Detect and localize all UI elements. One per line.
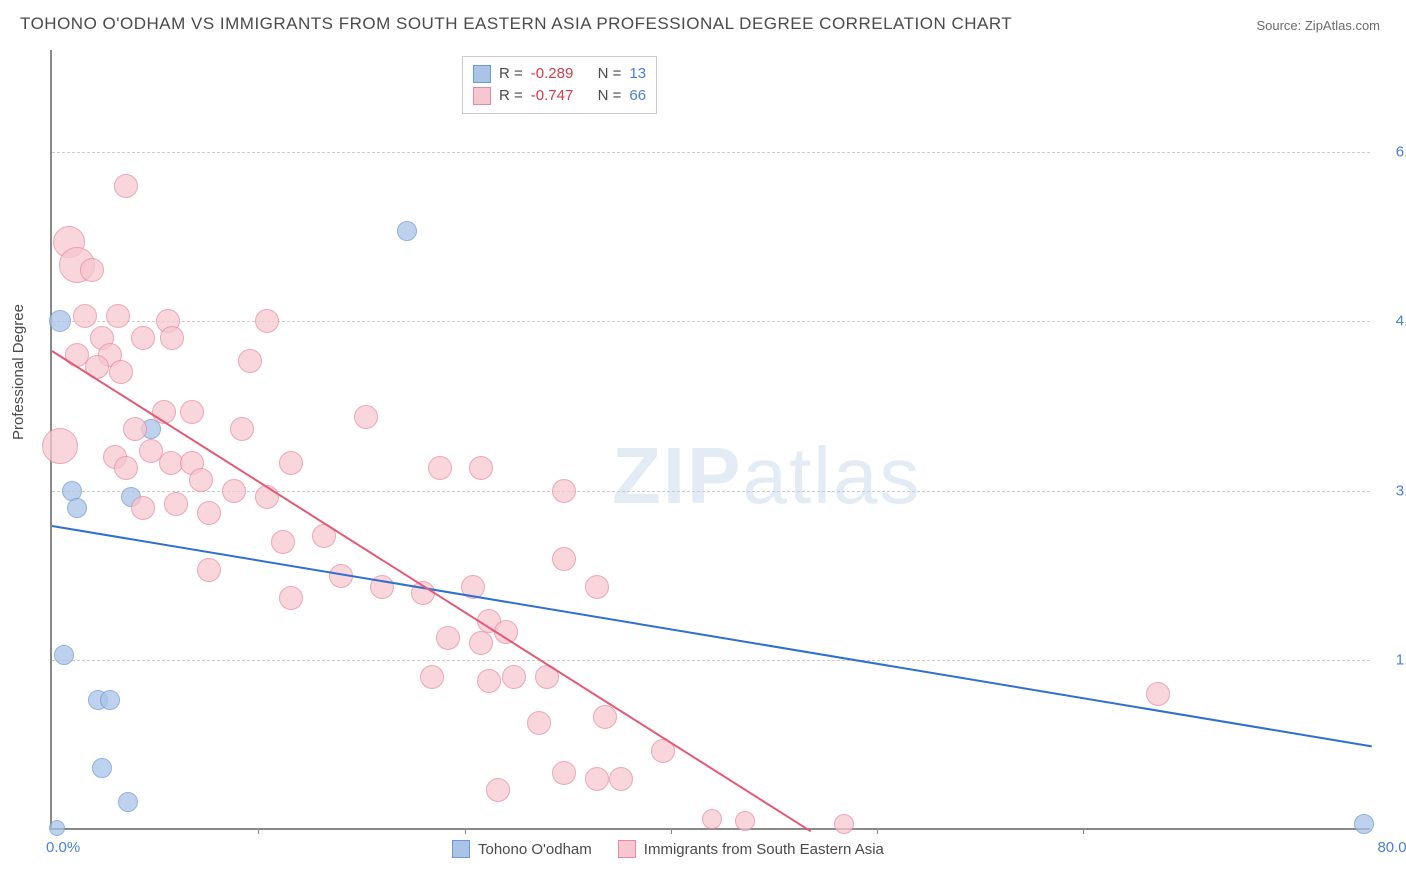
y-axis-label: Professional Degree [10, 304, 27, 440]
data-point [73, 304, 97, 328]
legend-label-tohono: Tohono O'odham [478, 841, 592, 858]
data-point [527, 711, 551, 735]
data-point [397, 221, 417, 241]
watermark-atlas: atlas [742, 431, 921, 520]
legend-item-tohono: Tohono O'odham [452, 840, 592, 858]
data-point [230, 417, 254, 441]
data-point [109, 360, 133, 384]
data-point [106, 304, 130, 328]
data-point [271, 530, 295, 554]
legend-label-sea: Immigrants from South Eastern Asia [644, 841, 884, 858]
data-point [593, 705, 617, 729]
data-point [552, 479, 576, 503]
data-point [436, 626, 460, 650]
data-point [279, 586, 303, 610]
data-point [354, 405, 378, 429]
ytick-label: 3.0% [1380, 482, 1406, 499]
stat-row-sea: R = -0.747 N = 66 [473, 85, 646, 107]
chart-title: TOHONO O'ODHAM VS IMMIGRANTS FROM SOUTH … [20, 14, 1012, 34]
legend-item-sea: Immigrants from South Eastern Asia [618, 840, 884, 858]
data-point [164, 492, 188, 516]
data-point [114, 174, 138, 198]
ytick-label: 6.0% [1380, 143, 1406, 160]
data-point [80, 258, 104, 282]
ytick-label: 1.5% [1380, 652, 1406, 669]
data-point [469, 631, 493, 655]
data-point [486, 778, 510, 802]
data-point [197, 501, 221, 525]
source-label: Source: ZipAtlas.com [1256, 18, 1380, 33]
data-point [1354, 814, 1374, 834]
xtick-mark [465, 828, 466, 834]
n-value-sea: 66 [629, 85, 646, 107]
data-point [123, 417, 147, 441]
legend-swatch-tohono [452, 840, 470, 858]
data-point [552, 547, 576, 571]
xtick-max: 80.0% [1377, 839, 1406, 856]
data-point [42, 428, 78, 464]
legend-swatch-sea [618, 840, 636, 858]
n-label: N = [598, 85, 622, 107]
data-point [502, 665, 526, 689]
r-value-tohono: -0.289 [531, 63, 574, 85]
bottom-legend: Tohono O'odham Immigrants from South Eas… [452, 840, 884, 858]
gridline [52, 152, 1370, 153]
data-point [92, 758, 112, 778]
data-point [114, 456, 138, 480]
data-point [477, 669, 501, 693]
data-point [197, 558, 221, 582]
r-label: R = [499, 63, 523, 85]
data-point [552, 761, 576, 785]
data-point [160, 326, 184, 350]
data-point [585, 575, 609, 599]
data-point [609, 767, 633, 791]
data-point [118, 792, 138, 812]
data-point [189, 468, 213, 492]
correlation-stats-box: R = -0.289 N = 13 R = -0.747 N = 66 [462, 56, 657, 114]
data-point [100, 690, 120, 710]
n-label: N = [598, 63, 622, 85]
data-point [49, 310, 71, 332]
data-point [159, 451, 183, 475]
data-point [255, 309, 279, 333]
r-label: R = [499, 85, 523, 107]
swatch-sea [473, 87, 491, 105]
data-point [67, 498, 87, 518]
data-point [131, 326, 155, 350]
data-point [702, 809, 722, 829]
watermark-zip: ZIP [612, 431, 742, 520]
xtick-mark [258, 828, 259, 834]
r-value-sea: -0.747 [531, 85, 574, 107]
xtick-min: 0.0% [46, 839, 80, 856]
ytick-label: 4.5% [1380, 313, 1406, 330]
data-point [585, 767, 609, 791]
xtick-mark [1083, 828, 1084, 834]
data-point [238, 349, 262, 373]
data-point [420, 665, 444, 689]
data-point [834, 814, 854, 834]
swatch-tohono [473, 65, 491, 83]
gridline [52, 321, 1370, 322]
data-point [180, 400, 204, 424]
data-point [735, 811, 755, 831]
watermark: ZIPatlas [612, 430, 921, 522]
data-point [54, 645, 74, 665]
gridline [52, 491, 1370, 492]
xtick-mark [671, 828, 672, 834]
data-point [428, 456, 452, 480]
data-point [469, 456, 493, 480]
data-point [279, 451, 303, 475]
data-point [222, 479, 246, 503]
gridline [52, 660, 1370, 661]
trend-line [51, 350, 811, 832]
stat-row-tohono: R = -0.289 N = 13 [473, 63, 646, 85]
n-value-tohono: 13 [629, 63, 646, 85]
trend-line [52, 525, 1372, 747]
data-point [1146, 682, 1170, 706]
xtick-mark [877, 828, 878, 834]
data-point [49, 820, 65, 836]
data-point [131, 496, 155, 520]
plot-area: ZIPatlas R = -0.289 N = 13 R = -0.747 N … [50, 50, 1370, 830]
